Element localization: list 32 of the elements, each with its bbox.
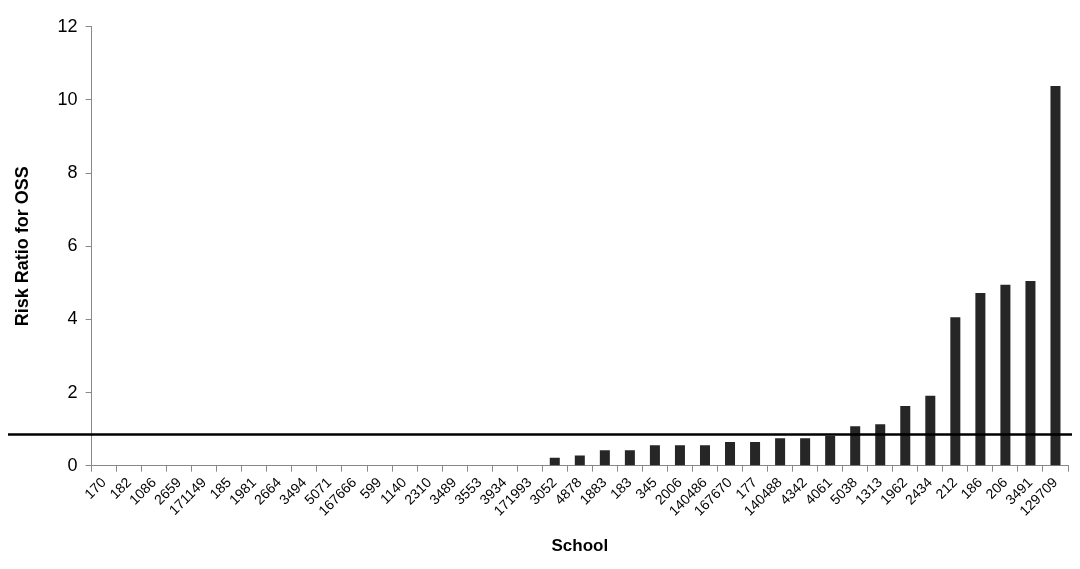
bar — [950, 317, 961, 466]
y-tick-label: 8 — [67, 162, 78, 183]
bar — [850, 426, 861, 466]
y-tick-label: 6 — [67, 235, 78, 256]
bar — [674, 445, 685, 466]
bar — [875, 424, 886, 466]
y-tick-label: 4 — [67, 308, 78, 329]
bar — [800, 438, 811, 466]
x-tick-label: 170 — [81, 474, 110, 502]
bar — [549, 457, 560, 466]
bar — [925, 395, 936, 466]
bar — [649, 445, 660, 466]
bar — [574, 455, 585, 466]
bar — [775, 438, 786, 466]
bar — [624, 450, 635, 466]
bar — [699, 445, 710, 466]
y-tick-label: 12 — [57, 15, 78, 36]
y-tick-label: 2 — [67, 381, 78, 402]
y-axis-title: Risk Ratio for OSS — [11, 166, 32, 327]
y-tick-label: 0 — [67, 454, 78, 475]
bar — [1000, 284, 1011, 466]
x-tick-label: 183 — [606, 474, 635, 502]
bar — [900, 406, 911, 466]
bar — [825, 435, 836, 466]
bar — [1050, 86, 1061, 466]
bar — [599, 450, 610, 466]
bar — [750, 441, 761, 466]
y-tick-label: 10 — [57, 88, 78, 109]
bar — [975, 293, 986, 466]
bar — [725, 441, 736, 466]
bar — [1025, 280, 1036, 466]
x-axis-title: School — [551, 536, 609, 556]
